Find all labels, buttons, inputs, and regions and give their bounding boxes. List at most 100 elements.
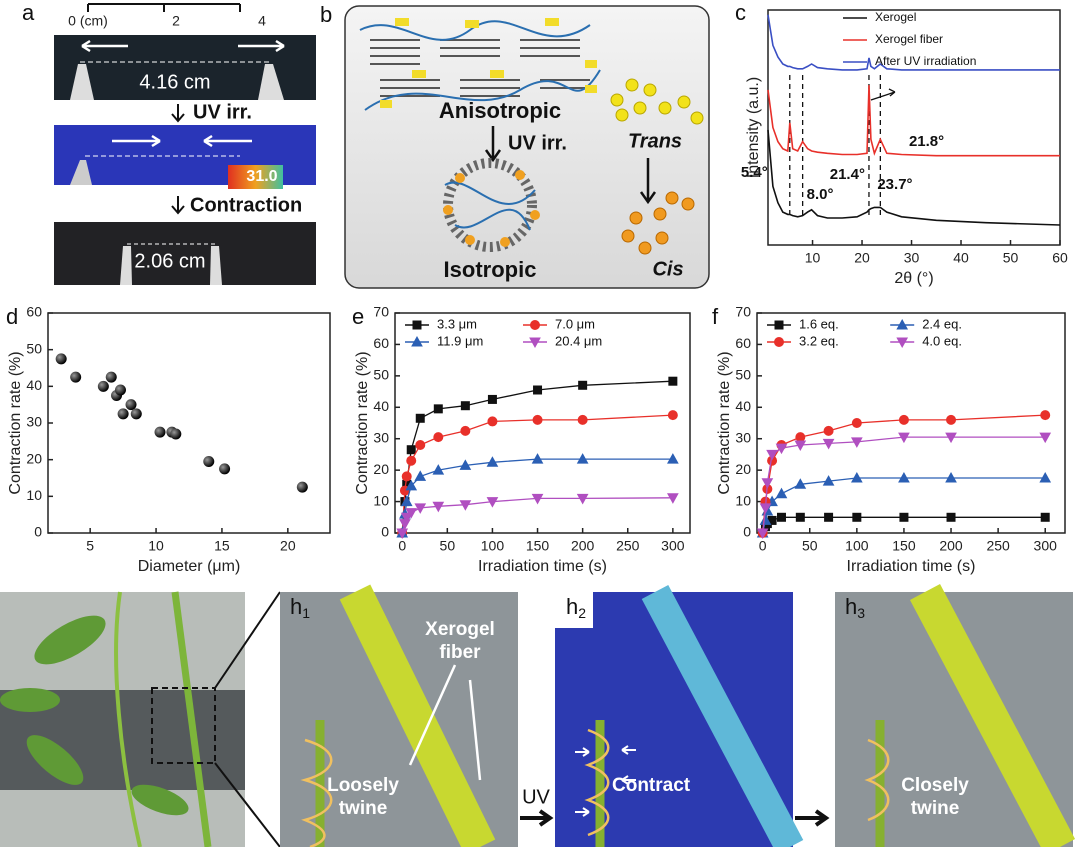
marker xyxy=(432,501,445,513)
panel-label: b xyxy=(320,2,332,27)
marker xyxy=(795,432,806,443)
marker xyxy=(766,449,778,461)
marker xyxy=(1040,410,1051,421)
step-label: UV irr. xyxy=(193,101,252,123)
x-tick-label: 300 xyxy=(661,538,685,554)
x-tick-label: 200 xyxy=(939,538,963,554)
x-tick-label: 300 xyxy=(1034,538,1058,554)
x-axis-label: Diameter (μm) xyxy=(138,558,241,575)
marker xyxy=(415,413,425,423)
marker xyxy=(946,414,957,425)
y-tick-label: 70 xyxy=(735,304,751,320)
photo-label: Closely xyxy=(901,775,969,796)
x-tick-label: 150 xyxy=(892,538,916,554)
point xyxy=(97,380,109,392)
marker xyxy=(899,512,909,522)
x-tick-label: 250 xyxy=(616,538,640,554)
scale-label: 2 xyxy=(172,13,180,29)
legend-marker xyxy=(529,337,541,349)
marker xyxy=(775,487,788,499)
isomer-label: Trans xyxy=(628,130,682,152)
point xyxy=(105,371,117,383)
legend-marker xyxy=(896,318,909,330)
step-label: UV xyxy=(522,786,550,808)
photo xyxy=(54,222,316,285)
y-tick-label: 0 xyxy=(743,524,751,540)
marker xyxy=(405,479,418,491)
step-label: UV irr. xyxy=(508,132,567,154)
marker xyxy=(531,453,544,464)
marker xyxy=(776,512,786,522)
photo-label: twine xyxy=(911,798,960,819)
x-axis-label: Irradiation time (s) xyxy=(478,558,607,575)
marker xyxy=(756,528,769,540)
marker xyxy=(531,493,544,505)
panel-letter: h xyxy=(845,594,857,619)
x-tick-label: 15 xyxy=(214,538,230,554)
marker xyxy=(946,512,956,522)
isomer-label: Cis xyxy=(652,258,683,280)
x-tick-label: 10 xyxy=(805,250,821,266)
state-label: Isotropic xyxy=(444,257,537,282)
marker xyxy=(486,456,499,467)
y-tick-label: 10 xyxy=(26,487,42,503)
y-tick-label: 60 xyxy=(26,304,42,320)
marker xyxy=(775,443,788,455)
point xyxy=(114,384,126,396)
marker xyxy=(400,495,413,507)
legend-label: 20.4 μm xyxy=(555,333,602,348)
marker xyxy=(399,519,411,530)
x-tick-label: 0 xyxy=(398,538,406,554)
marker xyxy=(824,512,834,522)
scale-label: 0 (cm) xyxy=(68,13,108,29)
marker xyxy=(433,432,444,443)
step-label: Contraction xyxy=(190,194,302,216)
point xyxy=(130,408,142,420)
series-line xyxy=(767,129,1061,226)
x-tick-label: 150 xyxy=(526,538,550,554)
y-tick-label: 0 xyxy=(381,524,389,540)
x-tick-label: 200 xyxy=(571,538,595,554)
photo-label: fiber xyxy=(439,642,481,663)
length-label: 4.16 cm xyxy=(139,71,210,93)
marker xyxy=(576,453,589,464)
series-line xyxy=(762,477,1046,534)
y-tick-label: 50 xyxy=(26,340,42,356)
marker xyxy=(414,470,427,481)
marker xyxy=(945,432,957,444)
panel-label: h3 xyxy=(845,594,865,621)
y-tick-label: 0 xyxy=(34,524,42,540)
series-line xyxy=(767,85,1060,157)
marker xyxy=(432,464,445,475)
x-tick-label: 40 xyxy=(953,250,969,266)
photo-label: Loosely xyxy=(327,775,399,796)
point xyxy=(70,371,82,383)
point xyxy=(203,456,215,467)
panel-label: h1 xyxy=(290,594,310,621)
plot-frame xyxy=(767,9,1061,246)
state-label: Anisotropic xyxy=(439,98,561,123)
x-tick-label: 100 xyxy=(481,538,505,554)
x-tick-label: 10 xyxy=(148,538,164,554)
marker xyxy=(487,394,497,404)
marker xyxy=(400,512,413,524)
marker xyxy=(761,478,774,489)
marker xyxy=(486,497,499,508)
plot-frame xyxy=(47,312,331,534)
peak-label: 21.8° xyxy=(909,133,944,150)
legend-label: After UV irradiation xyxy=(875,54,976,68)
marker xyxy=(460,401,470,411)
legend-marker xyxy=(774,320,784,330)
marker xyxy=(1039,471,1052,483)
legend-marker xyxy=(411,335,423,347)
plot-frame xyxy=(394,312,691,534)
marker xyxy=(668,376,678,386)
peak-arrow xyxy=(870,88,896,101)
marker xyxy=(851,418,862,428)
marker xyxy=(898,414,909,425)
marker xyxy=(667,453,679,464)
point xyxy=(117,408,129,420)
marker xyxy=(667,410,678,421)
panel-label: c xyxy=(735,0,746,25)
y-tick-label: 10 xyxy=(373,492,389,508)
